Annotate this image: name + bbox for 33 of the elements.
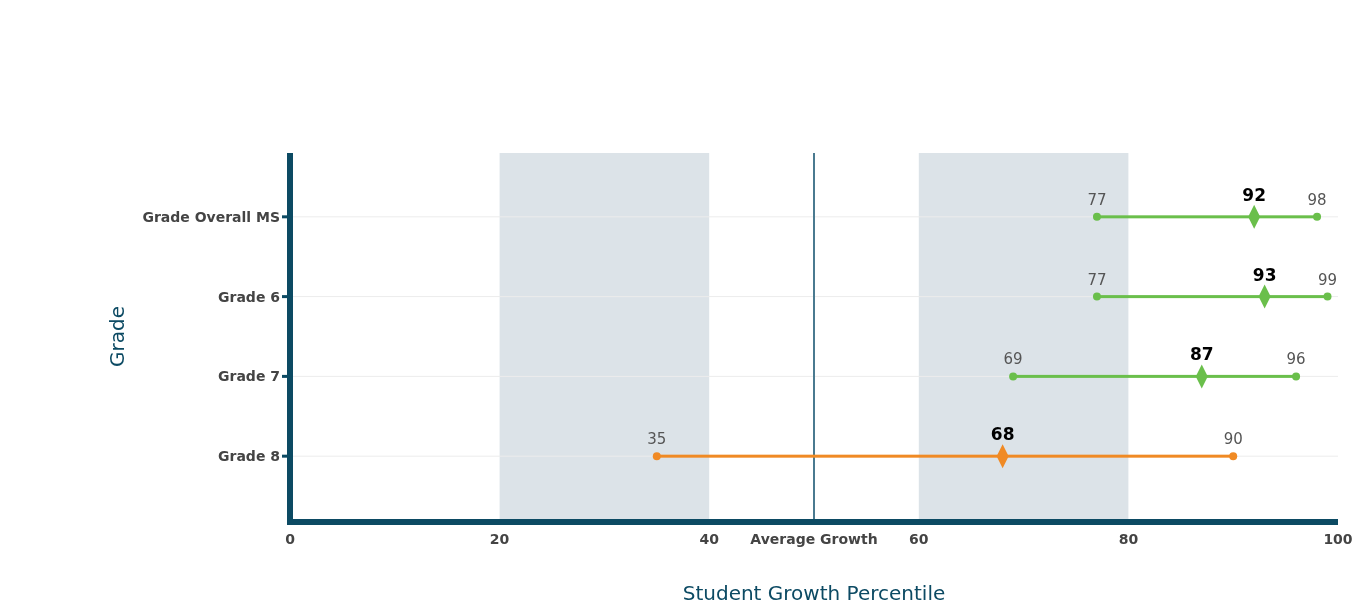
y-tick-label: Grade 8 — [218, 448, 280, 465]
data-label: 69 — [1003, 350, 1023, 369]
data-label: 92 — [1242, 184, 1266, 205]
y-tick-label: Grade 7 — [218, 368, 280, 385]
x-tick-label: 60 — [909, 531, 929, 547]
data-label: 93 — [1252, 264, 1277, 285]
point — [1313, 212, 1322, 221]
y-tick-label: Grade 6 — [218, 288, 280, 305]
x-tick-label: 80 — [1118, 531, 1139, 547]
x-tick-label: 20 — [489, 531, 510, 547]
point — [1092, 292, 1101, 301]
data-label: 77 — [1087, 270, 1107, 289]
x-axis-title: Student Growth Percentile — [682, 581, 946, 605]
point — [1292, 372, 1301, 381]
data-label: 99 — [1317, 270, 1338, 289]
data-label: 90 — [1223, 430, 1243, 449]
data-label: 77 — [1087, 190, 1107, 209]
point — [1009, 372, 1018, 381]
point — [652, 452, 661, 461]
data-label: 35 — [647, 430, 667, 449]
point — [1323, 292, 1332, 301]
y-tick-label: Grade Overall MS — [142, 208, 280, 225]
data-label: 98 — [1307, 190, 1327, 209]
point — [1229, 452, 1238, 461]
y-axis-title: Grade — [105, 306, 129, 367]
data-label: 87 — [1189, 344, 1214, 365]
x-tick-label: Average Growth — [750, 531, 878, 547]
x-tick-label: 100 — [1323, 531, 1353, 547]
data-label: 96 — [1286, 350, 1306, 369]
x-tick-label: 0 — [285, 531, 296, 547]
point — [1092, 212, 1101, 221]
data-label: 68 — [990, 424, 1015, 445]
x-tick-label: 40 — [699, 531, 720, 547]
